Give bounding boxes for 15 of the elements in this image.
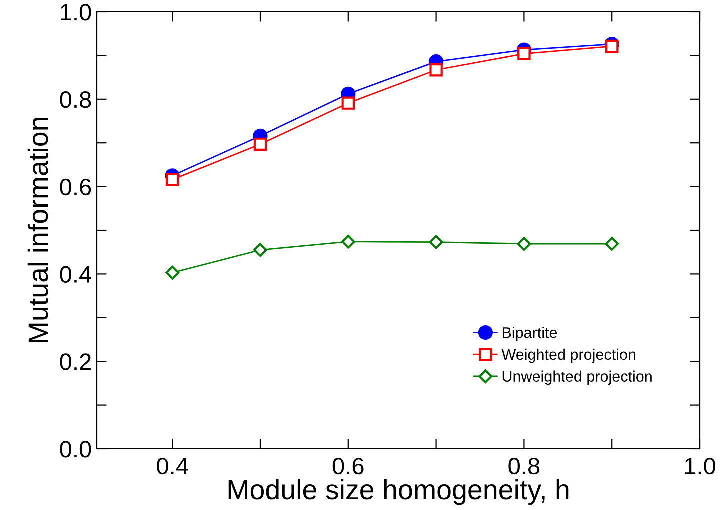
legend-label: Bipartite (502, 327, 558, 342)
y-tick-label: 1.0 (61, 4, 92, 21)
y-tick-label: 0.0 (60, 441, 92, 458)
y-tick-label: 0.2 (60, 354, 91, 370)
x-tick-label: 0.6 (332, 458, 364, 475)
y-tick-label: 0.4 (60, 266, 92, 283)
legend-label: Weighted projection (502, 348, 636, 364)
y-tick-label: 0.8 (60, 91, 92, 108)
x-tick-label: 0.8 (508, 458, 540, 475)
legend-label: Unweighted projection (502, 370, 652, 386)
y-tick-label: 0.6 (60, 178, 92, 196)
x-tick-label: 0.4 (157, 458, 188, 475)
x-axis-title: Module size homogeneity, h (228, 479, 569, 506)
x-tick-label: 1.0 (685, 458, 716, 475)
y-axis-title: Mutual information (28, 118, 48, 342)
